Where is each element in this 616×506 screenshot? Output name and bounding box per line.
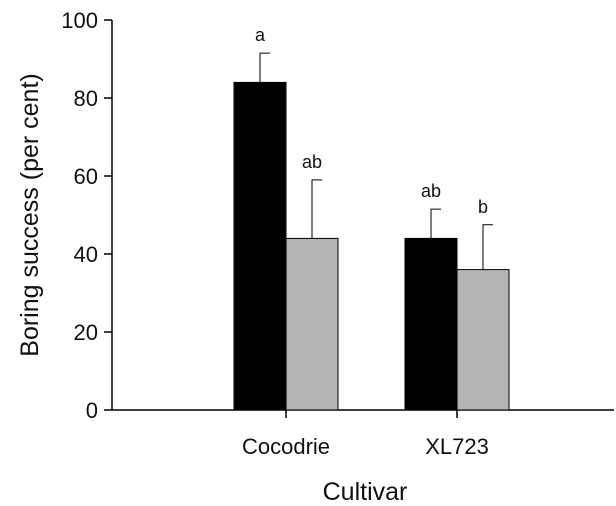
x-axis: Cocodrie XL723 [112,409,614,459]
y-tick-label: 80 [74,86,98,111]
bar-series2-cocodrie [285,237,339,411]
x-category-label: XL723 [425,434,489,459]
y-axis-title: Boring success (per cent) [16,73,44,356]
significance-letter: a [255,25,266,45]
significance-letter: ab [302,152,322,172]
x-category-label: Cocodrie [242,434,330,459]
error-bars-group [259,52,493,270]
y-tick-label: 0 [86,398,98,423]
y-tick-label: 40 [74,242,98,267]
bar-series2-xl723 [456,269,510,411]
y-tick-label: 20 [74,320,98,345]
y-tick-label: 60 [74,164,98,189]
bar-series1-xl723 [404,237,458,411]
bar-series1-cocodrie [233,81,287,411]
significance-letters-group: a ab ab b [255,25,488,217]
x-axis-title: Cultivar [323,478,408,506]
bars-group [233,81,510,411]
y-tick-label: 100 [61,8,98,33]
significance-letter: b [478,197,488,217]
significance-letter: ab [421,181,441,201]
y-axis: 0 20 40 60 80 100 [61,8,113,423]
